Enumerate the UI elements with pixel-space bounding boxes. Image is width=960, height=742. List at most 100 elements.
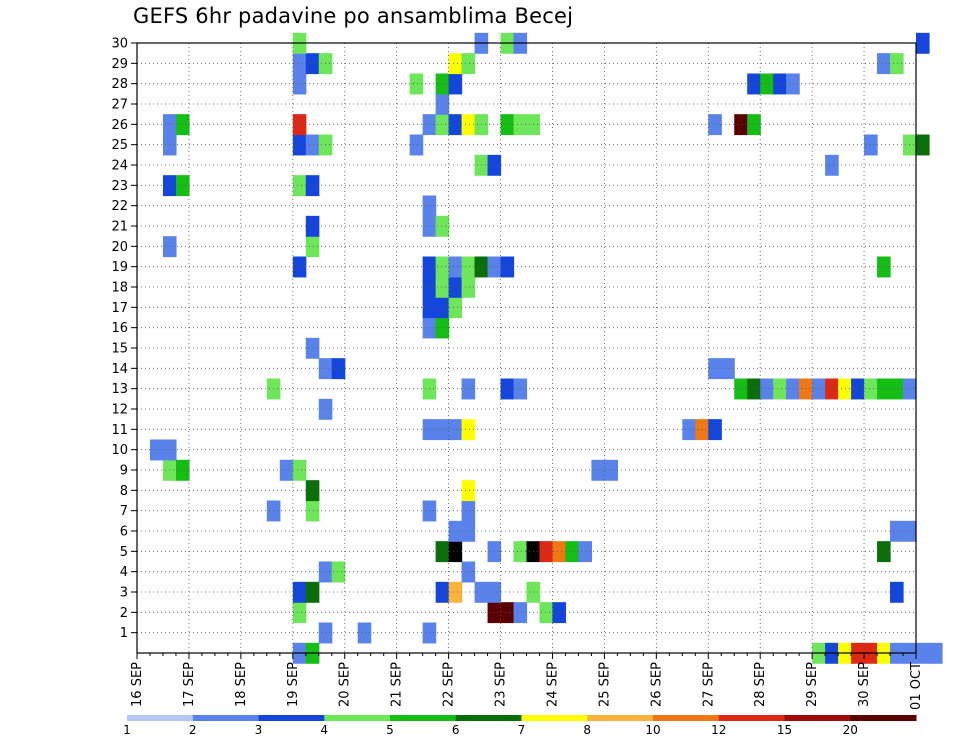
heatmap-cell	[461, 520, 476, 542]
heatmap-cell	[552, 541, 567, 563]
heatmap-cell	[786, 73, 800, 95]
heatmap-cell	[305, 53, 320, 75]
heatmap-cell	[331, 358, 346, 380]
heatmap-cell	[513, 541, 528, 563]
legend-swatch	[324, 715, 391, 721]
heatmap-cell	[331, 561, 346, 583]
y-tick-label: 29	[111, 57, 128, 72]
heatmap-cell	[292, 459, 307, 481]
heatmap-cell	[435, 317, 450, 339]
heatmap-cell	[435, 276, 450, 298]
heatmap-cell	[175, 459, 190, 481]
color-legend: 1 2 3 4 5 6 7 8 10 12 15 20	[123, 715, 917, 737]
legend-label: 8	[583, 723, 591, 737]
x-tick-label: 16 SEP	[130, 662, 145, 707]
heatmap-cell	[825, 154, 839, 176]
y-tick-label: 10	[111, 443, 128, 458]
heatmap-cell	[838, 378, 852, 400]
heatmap-cell	[916, 642, 930, 664]
y-tick-label: 7	[120, 504, 128, 519]
gridlines	[136, 42, 917, 653]
legend-swatch	[653, 715, 720, 721]
legend-label: 6	[452, 723, 460, 737]
heatmap-cell	[448, 419, 463, 441]
y-tick-label: 20	[111, 240, 128, 255]
y-tick-label: 23	[111, 179, 128, 194]
heatmap-cell	[279, 459, 294, 481]
heatmap-cell	[435, 114, 450, 136]
heatmap-cell	[461, 419, 476, 441]
heatmap-cell	[448, 520, 463, 542]
heatmap-cell	[448, 276, 463, 298]
heatmap-cell	[292, 73, 307, 95]
legend-swatch	[192, 715, 259, 721]
heatmap-cells	[149, 32, 943, 664]
heatmap-cell	[149, 439, 164, 461]
heatmap-cell	[461, 114, 476, 136]
heatmap-cell	[864, 378, 878, 400]
y-tick-label: 21	[111, 220, 128, 235]
legend-swatch	[127, 715, 194, 721]
heatmap-cell	[448, 73, 463, 95]
x-tick-label: 28 SEP	[753, 662, 768, 707]
y-tick-label: 4	[120, 565, 128, 580]
heatmap-cell	[539, 602, 554, 624]
heatmap-cell	[500, 378, 515, 400]
heatmap-cell	[487, 256, 502, 278]
heatmap-cell	[877, 378, 891, 400]
legend-swatch	[784, 715, 851, 721]
y-tick-label: 3	[120, 586, 128, 601]
heatmap-cell	[175, 175, 190, 197]
heatmap-cell	[357, 622, 372, 644]
heatmap-cell	[487, 602, 502, 624]
heatmap-cell	[877, 53, 891, 75]
heatmap-cell	[292, 175, 307, 197]
heatmap-cell	[513, 602, 528, 624]
x-tick-label: 22 SEP	[442, 662, 457, 707]
x-tick-label: 26 SEP	[649, 662, 664, 707]
heatmap-cell	[760, 73, 774, 95]
heatmap-cell	[890, 581, 904, 603]
heatmap-cell	[760, 378, 774, 400]
x-tick-label: 29 SEP	[805, 662, 820, 707]
y-tick-label: 27	[111, 98, 128, 113]
y-tick-label: 13	[111, 382, 128, 397]
heatmap-cell	[435, 93, 450, 115]
heatmap-cell	[305, 581, 320, 603]
x-tick-label: 25 SEP	[597, 662, 612, 707]
legend-swatch	[258, 715, 325, 721]
heatmap-cell	[500, 602, 515, 624]
x-tick-label: 24 SEP	[545, 662, 560, 707]
heatmap-cell	[435, 419, 450, 441]
heatmap-cell	[747, 378, 761, 400]
heatmap-cell	[461, 276, 476, 298]
heatmap-cell	[435, 256, 450, 278]
legend-label: 2	[189, 723, 197, 737]
heatmap-cell	[292, 53, 307, 75]
y-tick-label: 1	[120, 626, 128, 641]
heatmap-cell	[890, 53, 904, 75]
chart-title: GEFS 6hr padavine po ansamblima Becej	[133, 4, 574, 28]
legend-label: 15	[777, 723, 792, 737]
heatmap-cell	[708, 358, 722, 380]
y-tick-label: 15	[111, 342, 128, 357]
heatmap-cell	[461, 561, 476, 583]
heatmap-cell	[305, 480, 320, 502]
y-tick-label: 16	[111, 321, 128, 336]
heatmap-cell	[565, 541, 580, 563]
heatmap-cell	[890, 378, 904, 400]
y-tick-label: 11	[111, 423, 128, 438]
heatmap-cell	[500, 256, 515, 278]
heatmap-cell	[305, 175, 320, 197]
legend-label: 4	[320, 723, 328, 737]
y-tick-label: 26	[111, 118, 128, 133]
heatmap-cell	[448, 297, 463, 319]
heatmap-cell	[890, 520, 904, 542]
x-tick-label: 30 SEP	[857, 662, 872, 707]
heatmap-cell	[448, 541, 463, 563]
y-tick-label: 8	[120, 484, 128, 499]
y-tick-label: 12	[111, 403, 128, 418]
heatmap-cell	[500, 114, 515, 136]
heatmap-cell	[292, 256, 307, 278]
